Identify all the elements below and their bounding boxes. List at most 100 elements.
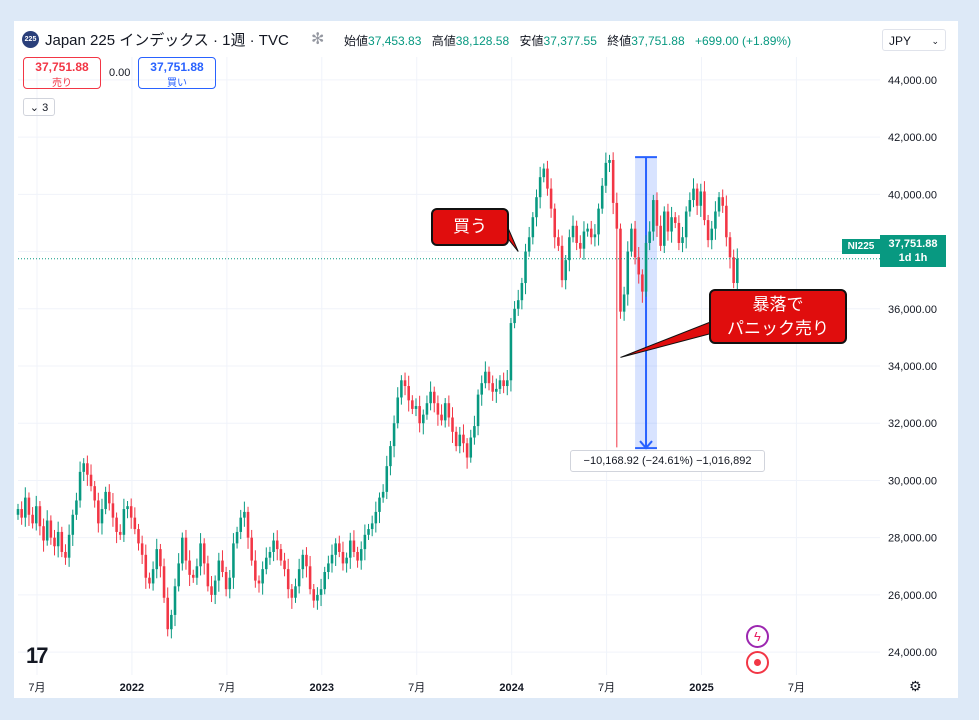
candle-body (593, 234, 597, 238)
candle-body (608, 160, 611, 163)
candle-body (239, 517, 243, 532)
y-tick-label: 40,000.00 (888, 189, 937, 201)
buy-button[interactable]: 37,751.88 買い (138, 57, 216, 89)
open-value: 37,453.83 (368, 34, 422, 48)
candle-body (257, 580, 261, 584)
candle-body (396, 397, 400, 424)
symbol-title[interactable]: Japan 225 インデックス · 1週 · TVC (45, 32, 289, 49)
candle-body (308, 566, 312, 590)
x-tick-label: 2025 (689, 682, 713, 694)
candle-body (232, 543, 235, 578)
measure-arrow-head (639, 440, 653, 450)
ohlc-legend: 始値37,453.83 高値38,128.58 安値37,377.55 終値37… (344, 32, 791, 49)
high-label: 高値 (431, 34, 456, 48)
candle-body (436, 403, 440, 415)
last-price-tag: 37,751.88 1d 1h (880, 235, 946, 267)
candle-body (586, 228, 589, 232)
candle-body (407, 386, 410, 401)
last-price: 37,751.88 (888, 238, 938, 250)
indicators-toggle[interactable]: ⌄ 3 (23, 98, 55, 116)
candle-body (181, 537, 184, 564)
candle-body (137, 529, 140, 544)
candle-body (294, 586, 297, 598)
candle-body (64, 551, 67, 558)
candle-body (228, 577, 232, 590)
candle-body (564, 260, 567, 281)
symbol-logo-icon: 225 (22, 31, 39, 48)
candle-body (155, 549, 159, 570)
candle-body (89, 474, 93, 487)
gear-icon[interactable]: ⚙ (909, 678, 922, 694)
candle-body (115, 517, 118, 532)
candle-body (148, 577, 151, 584)
candle-body (53, 537, 56, 547)
candle-body (224, 572, 228, 590)
candle-body (31, 514, 34, 524)
candle-body (498, 380, 502, 389)
lightning-icon[interactable]: ϟ (746, 625, 769, 648)
candle-body (67, 534, 71, 558)
candle-body (710, 228, 714, 241)
snowflake-icon[interactable]: ✻ (311, 31, 325, 48)
candle-body (531, 217, 535, 238)
x-tick-label: 7月 (788, 682, 805, 694)
x-tick-label: 2024 (499, 682, 524, 694)
candle-body (338, 543, 341, 552)
candle-body (111, 503, 115, 518)
candle-body (246, 511, 250, 538)
candle-body (275, 540, 279, 550)
tradingview-logo-icon[interactable]: 17 (26, 643, 49, 668)
sell-button[interactable]: 37,751.88 売り (23, 57, 101, 89)
crash-callout-pointer (620, 320, 714, 358)
candle-body (458, 434, 462, 447)
measure-label: −10,168.92 (−24.61%) −1,016,892 (570, 450, 765, 472)
candle-body (480, 383, 483, 395)
candle-body (487, 371, 491, 384)
candle-body (330, 554, 334, 564)
candle-body (38, 506, 42, 527)
candle-body (644, 242, 648, 292)
candle-body (191, 574, 195, 578)
candle-body (254, 560, 257, 581)
candle-body (575, 225, 578, 243)
candle-body (681, 237, 684, 243)
candle-body (630, 228, 633, 252)
candle-body (367, 529, 370, 535)
candle-body (97, 500, 100, 524)
candle-body (549, 188, 553, 209)
candle-body (699, 191, 703, 206)
candle-body (670, 217, 673, 232)
low-value: 37,377.55 (543, 34, 597, 48)
indicators-count: 3 (42, 102, 49, 114)
buy-callout[interactable]: 買う (431, 208, 509, 246)
record-icon[interactable] (746, 651, 769, 674)
candle-body (199, 543, 202, 567)
candle-body (129, 506, 133, 518)
candle-body (27, 497, 31, 515)
candle-body (78, 471, 82, 501)
candle-body (659, 225, 662, 246)
candle-body (692, 188, 695, 201)
candle-body (677, 222, 681, 243)
candle-body (122, 509, 126, 535)
chart-header: 225 Japan 225 インデックス · 1週 · TVC ✻ 始値37,4… (14, 21, 958, 57)
currency-select[interactable]: JPY ⌄ (882, 29, 946, 51)
crash-callout[interactable]: 暴落で パニック売り (709, 289, 847, 344)
candle-body (312, 589, 316, 601)
candle-body (440, 414, 443, 421)
low-label: 安値 (519, 34, 544, 48)
candle-body (560, 245, 564, 281)
candle-body (513, 308, 516, 324)
price-chart[interactable]: 24,000.00 26,000.00 28,000.00 30,000.00 32,0… (14, 21, 958, 698)
open-label: 始値 (344, 34, 369, 48)
candle-body (126, 506, 129, 510)
candle-body (265, 557, 268, 570)
buy-price: 37,751.88 (150, 60, 204, 74)
countdown: 1d 1h (898, 252, 928, 264)
candle-body (184, 537, 188, 561)
chart-panel[interactable]: 24,000.00 26,000.00 28,000.00 30,000.00 32,0… (14, 21, 958, 698)
candle-body (316, 594, 319, 601)
candle-body (301, 554, 305, 570)
x-tick-label: 7月 (218, 682, 235, 694)
candle-body (82, 463, 86, 472)
